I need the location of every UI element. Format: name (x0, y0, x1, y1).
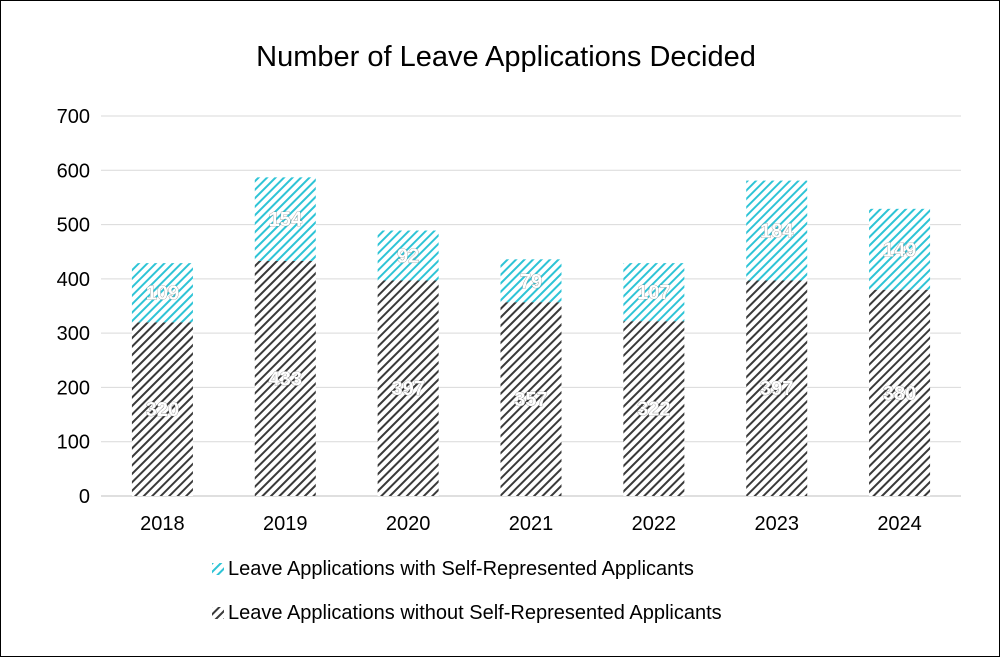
legend: Leave Applications with Self-Represented… (212, 558, 722, 624)
x-tick-label: 2019 (263, 513, 308, 535)
x-tick-label: 2024 (877, 513, 922, 535)
bar-segment-series-0-2018 (131, 322, 193, 496)
x-tick-label: 2021 (509, 513, 554, 535)
data-label: 380 (883, 383, 916, 405)
data-label: 397 (391, 378, 424, 400)
data-label: 433 (269, 368, 302, 390)
data-label: 92 (397, 246, 419, 268)
y-tick-label: 0 (79, 486, 90, 508)
legend-entry-label: Leave Applications with Self-Represented… (228, 558, 694, 580)
bar-segment-series-0-2021 (500, 302, 562, 496)
bar-segment-series-1-2021 (500, 259, 562, 303)
bar-segment-series-1-2018 (131, 263, 193, 323)
chart-title: Number of Leave Applications Decided (256, 41, 756, 73)
bar-segment-series-0-2019 (254, 260, 316, 496)
x-tick-label: 2023 (754, 513, 799, 535)
bar-segment-series-1-2019 (254, 177, 316, 261)
data-label: 357 (514, 389, 547, 411)
x-tick-label: 2018 (140, 513, 185, 535)
bar-segment-series-0-2024 (869, 289, 931, 496)
y-tick-label: 500 (57, 215, 90, 237)
data-label: 397 (760, 378, 793, 400)
y-tick-label: 400 (57, 269, 90, 291)
bar-segment-series-0-2020 (377, 280, 439, 496)
data-label: 154 (269, 209, 303, 231)
data-label: 149 (883, 239, 916, 261)
bars: 320 109 433 154 397 92 357 79 322 107 397 184 380 149 (131, 177, 931, 496)
data-label: 79 (520, 271, 542, 293)
data-label: 109 (146, 283, 179, 305)
data-label: 322 (637, 399, 670, 421)
bar-segment-series-1-2024 (869, 208, 931, 290)
x-tick-label: 2022 (632, 513, 677, 535)
y-tick-label: 300 (57, 323, 90, 345)
y-tick-label: 200 (57, 377, 90, 399)
legend-swatch (212, 607, 224, 619)
bar-segment-series-1-2022 (623, 263, 685, 322)
y-axis: 0 100 200 300 400 500 600 700 (57, 106, 90, 508)
bar-segment-series-1-2023 (746, 180, 808, 281)
data-label: 184 (760, 221, 794, 243)
bar-segment-series-1-2020 (377, 230, 439, 281)
y-tick-label: 700 (57, 106, 90, 128)
legend-entry-label: Leave Applications without Self-Represen… (228, 602, 722, 624)
bar-segment-series-0-2022 (623, 321, 685, 496)
data-label: 320 (146, 399, 179, 421)
data-label: 107 (637, 282, 670, 304)
bar-segment-series-0-2023 (746, 280, 808, 496)
x-tick-label: 2020 (386, 513, 431, 535)
x-axis: 2018 2019 2020 2021 2022 2023 2024 (140, 513, 922, 535)
legend-swatch (212, 563, 224, 575)
y-tick-label: 100 (57, 432, 90, 454)
y-tick-label: 600 (57, 160, 90, 182)
